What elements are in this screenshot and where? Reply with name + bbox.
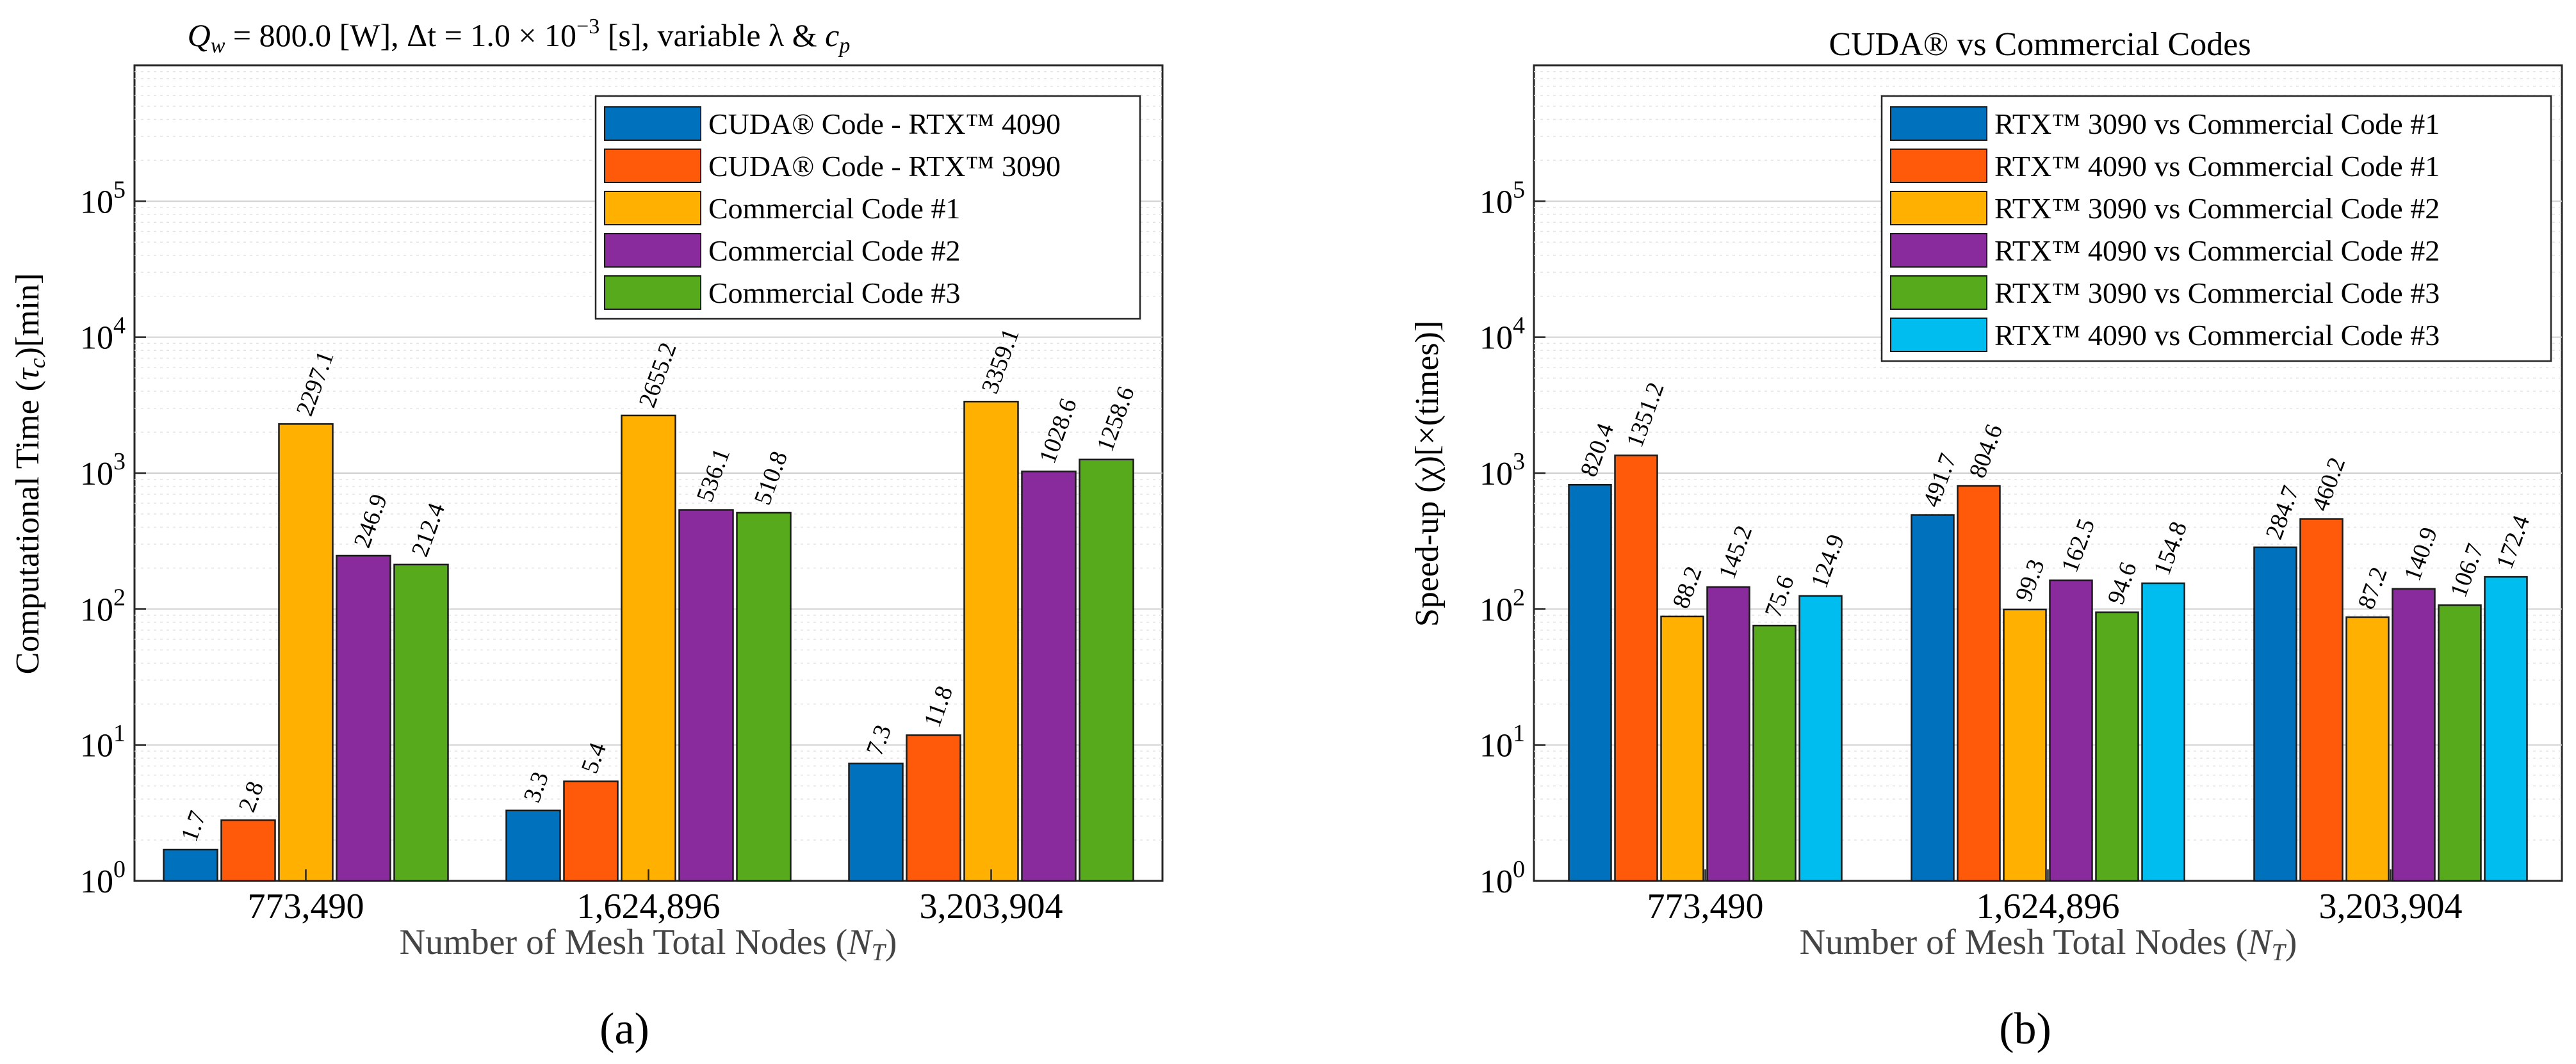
y-tick-label: 103 xyxy=(1480,448,1525,492)
bar xyxy=(678,509,734,882)
y-tick-label: 104 xyxy=(80,312,126,357)
panel-label-a: (a) xyxy=(599,1004,649,1054)
bar xyxy=(1798,595,1843,882)
bar xyxy=(2003,608,2047,882)
x-tick-label: 3,203,904 xyxy=(2319,887,2463,926)
legend-entry: CUDA® Code - RTX™ 3090 xyxy=(708,150,1061,182)
legend-entry: Commercial Code #2 xyxy=(708,234,960,267)
chart-b-y-axis-label: Speed-up (χ)[×(times)] xyxy=(1409,321,1446,627)
chart-a-y-axis-label: Computational Time (τc)[min] xyxy=(10,273,50,675)
bar xyxy=(1957,485,2001,882)
legend-swatch xyxy=(1890,318,1987,352)
bar xyxy=(393,563,449,882)
y-tick-label: 105 xyxy=(1480,176,1525,220)
bar xyxy=(2438,604,2482,882)
chart-b-legend: RTX™ 3090 vs Commercial Code #1 RTX™ 4090… xyxy=(1880,95,2552,362)
bar xyxy=(1079,458,1134,882)
legend-swatch xyxy=(1890,191,1987,225)
chart-a-x-axis-label: Number of Mesh Total Nodes (NT) xyxy=(400,923,897,966)
bar xyxy=(1568,484,1612,882)
chart-a-legend: CUDA® Code - RTX™ 4090 CUDA® Code - RTX™ … xyxy=(594,95,1141,320)
chart-a-x-axis: 773,490 1,624,896 3,203,904 xyxy=(248,869,1063,926)
bar xyxy=(563,780,619,882)
bar xyxy=(2253,546,2297,882)
x-tick-label: 1,624,896 xyxy=(1977,887,2120,926)
bar xyxy=(1706,586,1750,882)
bar xyxy=(336,554,391,882)
y-tick-label: 104 xyxy=(1480,312,1525,357)
x-tick-label: 773,490 xyxy=(1647,887,1764,926)
bar xyxy=(736,512,792,882)
legend-entry: RTX™ 3090 vs Commercial Code #3 xyxy=(1994,277,2440,309)
chart-b-x-axis: 773,490 1,624,896 3,203,904 xyxy=(1647,869,2463,926)
legend-entry: RTX™ 4090 vs Commercial Code #2 xyxy=(1994,234,2440,267)
bar xyxy=(621,414,676,882)
y-tick-label: 101 xyxy=(80,720,126,764)
bar xyxy=(2392,588,2436,882)
legend-entry: Commercial Code #1 xyxy=(708,192,960,225)
bar xyxy=(278,423,334,882)
bar xyxy=(2095,611,2139,882)
bar xyxy=(1660,615,1704,882)
bar xyxy=(1752,624,1797,882)
legend-box xyxy=(1880,95,2552,362)
legend-swatch xyxy=(604,106,701,141)
x-tick-label: 1,624,896 xyxy=(577,887,721,926)
bar xyxy=(163,848,218,882)
chart-a-y-axis: 100 101 102 103 104 105 xyxy=(80,176,146,900)
y-tick-label: 102 xyxy=(1480,584,1525,628)
legend-entry: Commercial Code #3 xyxy=(708,277,960,309)
y-tick-label: 102 xyxy=(80,584,126,628)
chart-b-y-axis: 100 101 102 103 104 105 xyxy=(1480,176,1545,900)
legend-swatch xyxy=(604,233,701,268)
legend-swatch xyxy=(604,191,701,225)
y-tick-label: 100 xyxy=(80,856,126,900)
y-tick-label: 101 xyxy=(1480,720,1525,764)
panel-b-speedup-chart: CUDA® vs Commercial Codes 10010110210310… xyxy=(1409,26,2563,1054)
chart-a-title: Qw = 800.0 [W], Δt = 1.0 × 10−3 [s], var… xyxy=(188,15,851,58)
panel-a-computational-time-chart: Qw = 800.0 [W], Δt = 1.0 × 10−3 [s], var… xyxy=(10,15,1164,1054)
bar xyxy=(1911,514,1955,882)
x-tick-label: 773,490 xyxy=(248,887,364,926)
bar xyxy=(906,734,961,882)
chart-b-title: CUDA® vs Commercial Codes xyxy=(1829,26,2251,63)
y-tick-label: 103 xyxy=(80,448,126,492)
legend-entry: RTX™ 4090 vs Commercial Code #3 xyxy=(1994,319,2440,351)
chart-b-x-axis-label: Number of Mesh Total Nodes (NT) xyxy=(1800,923,2297,966)
bar xyxy=(2049,579,2093,882)
panel-label-b: (b) xyxy=(1999,1004,2051,1054)
legend-swatch xyxy=(1890,233,1987,268)
bar xyxy=(2345,616,2390,882)
bar xyxy=(1021,471,1077,882)
y-tick-label: 100 xyxy=(1480,856,1525,900)
legend-swatch xyxy=(604,149,701,183)
x-tick-label: 3,203,904 xyxy=(920,887,1063,926)
legend-swatch xyxy=(1890,106,1987,141)
bar xyxy=(220,819,276,882)
legend-swatch xyxy=(1890,149,1987,183)
bar xyxy=(963,401,1019,882)
legend-swatch xyxy=(604,275,701,310)
bar xyxy=(2299,518,2344,882)
y-tick-label: 105 xyxy=(80,176,126,220)
bar xyxy=(2484,576,2528,882)
bar xyxy=(848,762,904,882)
bar xyxy=(2141,582,2185,882)
legend-entry: RTX™ 4090 vs Commercial Code #1 xyxy=(1994,150,2440,182)
legend-entry: RTX™ 3090 vs Commercial Code #1 xyxy=(1994,108,2440,140)
legend-swatch xyxy=(1890,275,1987,310)
legend-entry: RTX™ 3090 vs Commercial Code #2 xyxy=(1994,192,2440,225)
bar xyxy=(505,809,561,882)
legend-entry: CUDA® Code - RTX™ 4090 xyxy=(708,108,1061,140)
bar xyxy=(1614,454,1658,882)
